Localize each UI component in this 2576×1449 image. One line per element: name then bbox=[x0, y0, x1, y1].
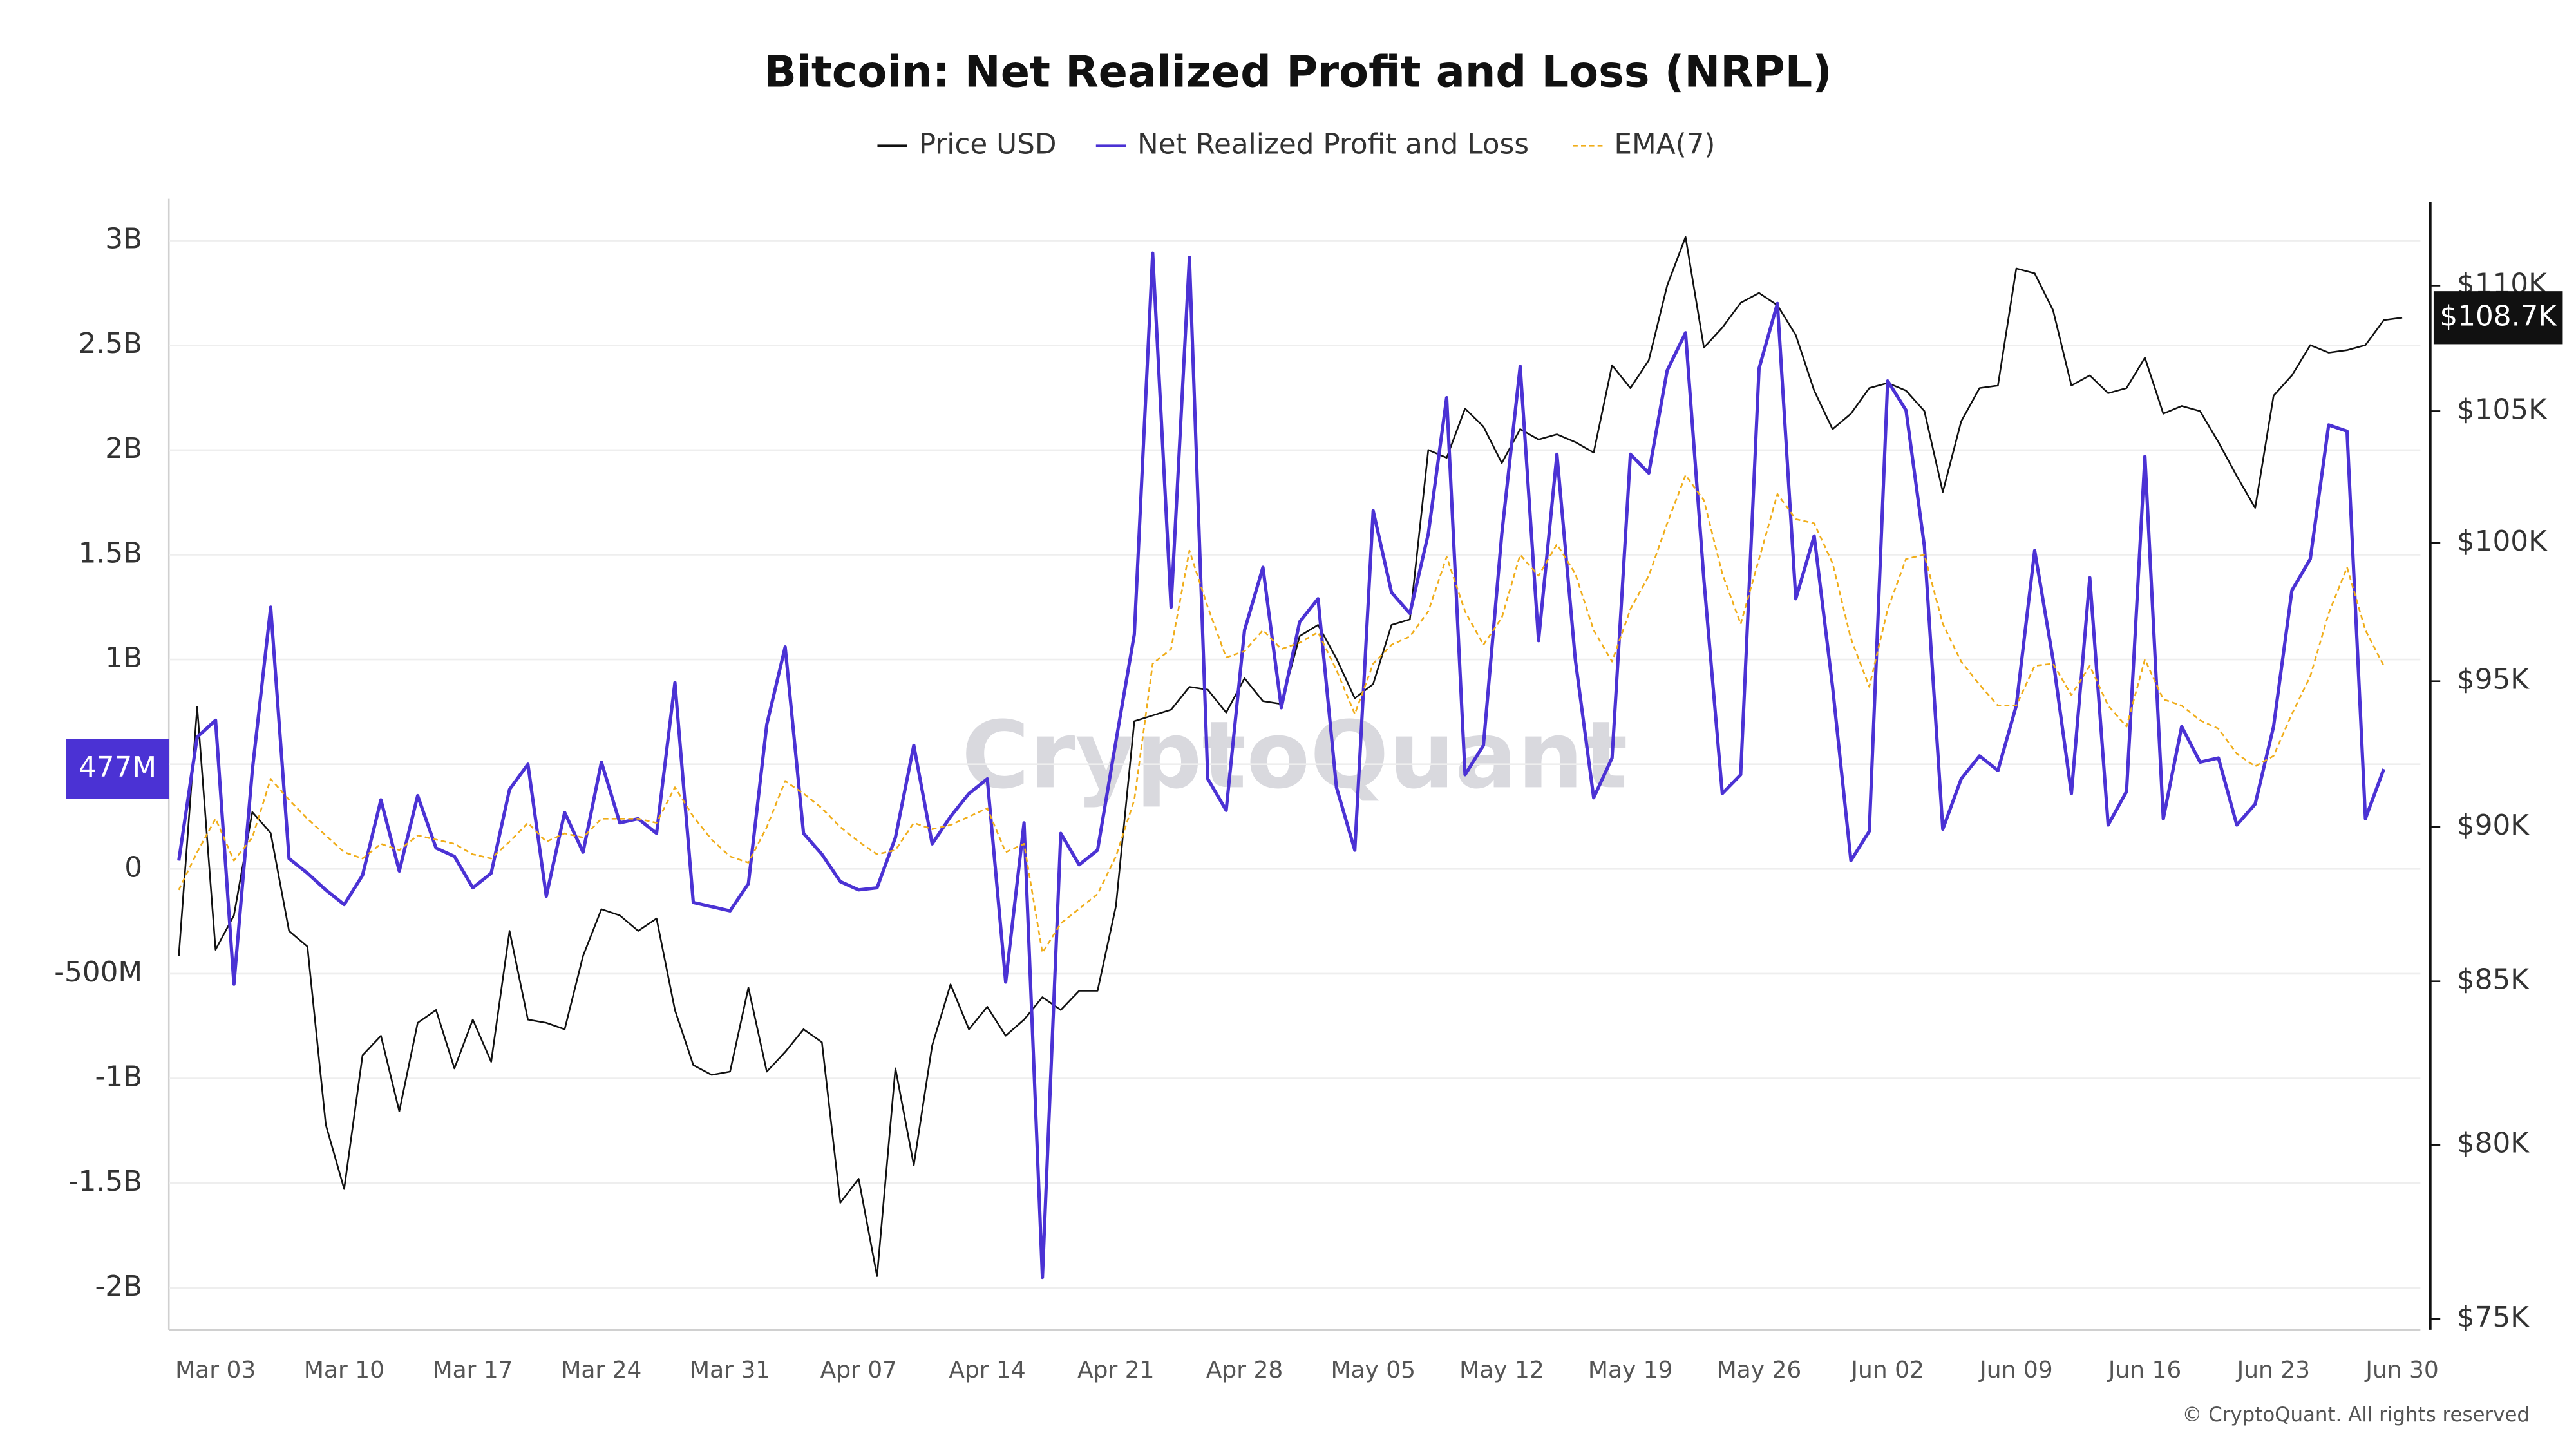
y-tick-label: 3B bbox=[105, 223, 142, 256]
x-tick-label: Jun 23 bbox=[2236, 1357, 2310, 1383]
x-tick-label: Mar 03 bbox=[175, 1357, 256, 1383]
y2-tick-label: $85K bbox=[2457, 963, 2530, 996]
x-tick-label: Apr 21 bbox=[1077, 1357, 1154, 1383]
x-tick-label: Jun 30 bbox=[2364, 1357, 2438, 1383]
y2-tick-label: $90K bbox=[2457, 809, 2530, 842]
value-badge-text: $108.7K bbox=[2439, 299, 2557, 332]
y2-tick-label: $80K bbox=[2457, 1127, 2530, 1160]
x-tick-label: Apr 28 bbox=[1206, 1357, 1283, 1383]
y-tick-label: -500M bbox=[54, 956, 142, 989]
x-tick-label: May 05 bbox=[1331, 1357, 1416, 1383]
y-tick-label: 0 bbox=[124, 851, 142, 884]
legend-label: Net Realized Profit and Loss bbox=[1137, 128, 1529, 160]
x-tick-label: May 12 bbox=[1459, 1357, 1544, 1383]
y-tick-label: -2B bbox=[95, 1270, 143, 1303]
series-line bbox=[178, 474, 2385, 954]
x-tick-label: Mar 10 bbox=[304, 1357, 384, 1383]
x-tick-label: Jun 16 bbox=[2107, 1357, 2181, 1383]
x-tick-label: Jun 09 bbox=[1978, 1357, 2052, 1383]
value-badge bbox=[2433, 291, 2563, 345]
y-tick-label: 2.5B bbox=[79, 327, 142, 360]
copyright: © CryptoQuant. All rights reserved bbox=[2183, 1403, 2530, 1426]
x-tick-label: Apr 14 bbox=[949, 1357, 1025, 1383]
y-tick-label: -1B bbox=[95, 1061, 143, 1094]
x-tick-label: Apr 07 bbox=[820, 1357, 897, 1383]
value-badge bbox=[66, 739, 169, 799]
y-tick-label: -1.5B bbox=[68, 1165, 142, 1198]
x-tick-label: Mar 24 bbox=[561, 1357, 641, 1383]
x-tick-label: Mar 31 bbox=[690, 1357, 770, 1383]
y2-tick-label: $95K bbox=[2457, 663, 2530, 696]
y-tick-label: 2B bbox=[105, 432, 142, 465]
y-tick-label: 1.5B bbox=[79, 536, 142, 569]
y2-tick-label: $75K bbox=[2457, 1301, 2530, 1334]
legend-label: Price USD bbox=[919, 128, 1057, 160]
x-tick-label: Jun 02 bbox=[1850, 1357, 1924, 1383]
x-tick-label: May 19 bbox=[1588, 1357, 1673, 1383]
legend-label: EMA(7) bbox=[1614, 128, 1715, 160]
y-tick-label: 1B bbox=[105, 641, 142, 674]
y2-tick-label: $100K bbox=[2457, 525, 2548, 558]
x-tick-label: Mar 17 bbox=[433, 1357, 513, 1383]
y2-tick-label: $105K bbox=[2457, 393, 2548, 426]
value-badge-text: 477M bbox=[79, 751, 156, 784]
watermark: CryptoQuant bbox=[961, 701, 1627, 809]
chart-title: Bitcoin: Net Realized Profit and Loss (N… bbox=[764, 46, 1832, 97]
x-tick-label: May 26 bbox=[1717, 1357, 1802, 1383]
